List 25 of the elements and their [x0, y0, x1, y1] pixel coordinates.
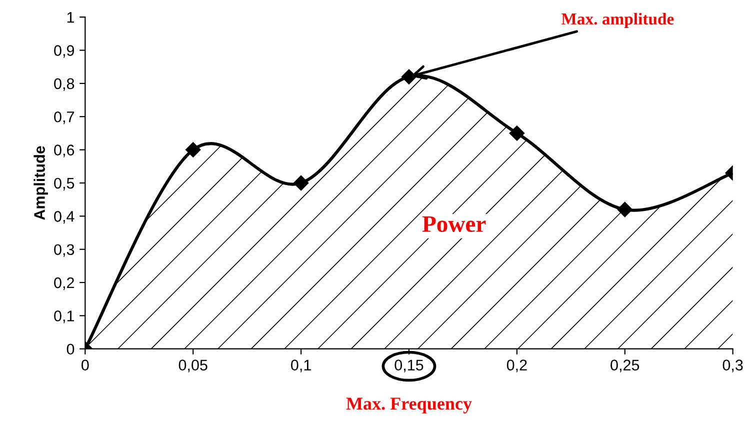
point [509, 126, 524, 141]
y-tick-label: 0,1 [54, 310, 74, 324]
x-tick-label: 0,05 [178, 360, 208, 372]
y-tick-label: 0 [66, 344, 74, 355]
y-tick-label: 0,3 [54, 244, 74, 257]
y-tick-label: 0,2 [54, 277, 74, 290]
x-tick-label: 0,3 [722, 360, 743, 372]
annotation: Power [422, 216, 486, 232]
y-tick-label: 0,7 [54, 111, 74, 124]
x-tick-label: 0,1 [291, 360, 311, 372]
x-tick-label: 0,25 [610, 360, 640, 372]
point [401, 69, 417, 84]
y-tick-label: 0,5 [54, 178, 74, 190]
annotation: Max. amplitude [561, 12, 674, 28]
y-tick-label: 1 [67, 12, 74, 23]
point [293, 175, 309, 191]
x-tick-label: 0,2 [506, 360, 527, 372]
x-tick-label: 0,15 [394, 360, 424, 372]
y-tick-label: 0,4 [54, 211, 74, 224]
x-tick-label: 0 [82, 360, 89, 370]
y-tick-label: 0,8 [54, 78, 74, 91]
y-tick-label: 0,9 [54, 45, 74, 58]
y-axis-title: Amplitude [34, 146, 48, 220]
text: Max. Frequency [346, 398, 472, 414]
y-tick-label: 0,6 [54, 144, 74, 158]
